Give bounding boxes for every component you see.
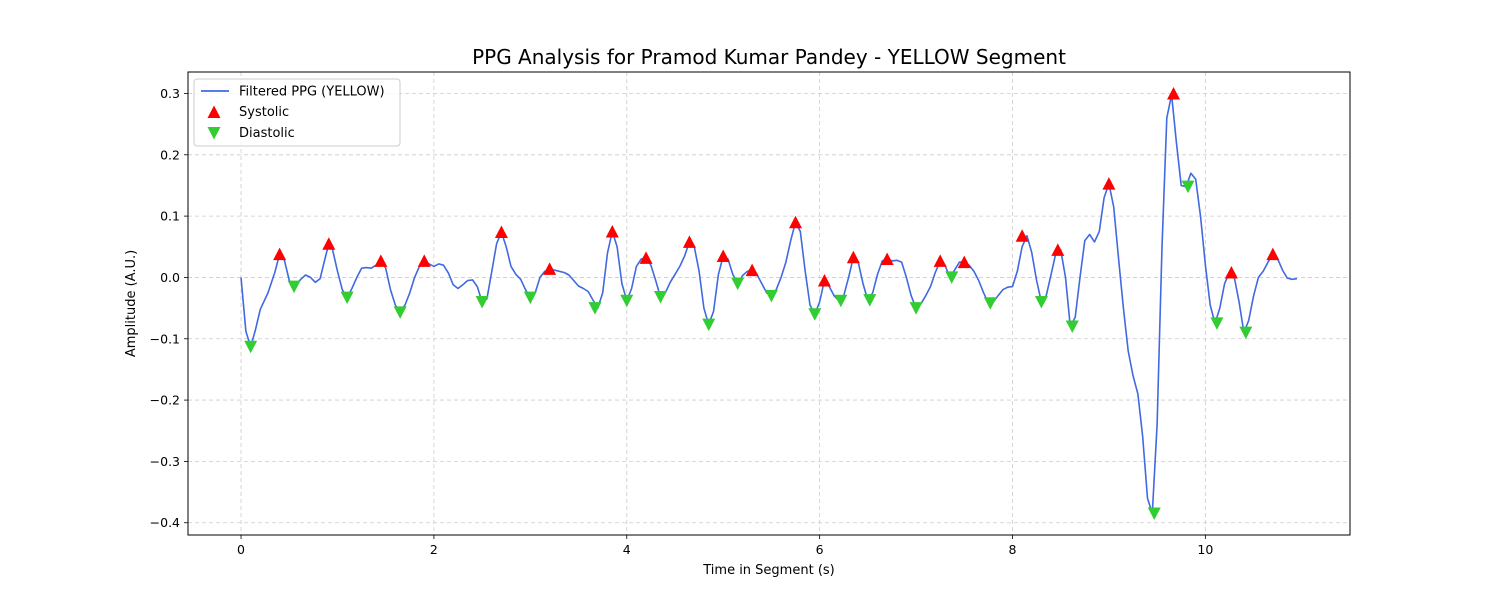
axes-frame	[187, 71, 1351, 536]
legend-label-systolic: Systolic	[239, 105, 289, 120]
systolic-marker	[273, 247, 287, 261]
diastolic-marker	[1210, 317, 1224, 330]
x-tick-label: 8	[1009, 542, 1017, 557]
systolic-marker	[1015, 229, 1029, 242]
diastolic-marker	[1147, 507, 1161, 521]
y-tick-label: −0.2	[150, 393, 180, 408]
diastolic-marker	[731, 277, 745, 291]
y-tick-label: −0.4	[150, 515, 180, 530]
diastolic-marker	[983, 297, 997, 310]
x-tick-label: 0	[237, 542, 245, 557]
systolic-marker	[322, 237, 336, 250]
diastolic-marker	[945, 271, 959, 284]
x-tick-label: 2	[430, 542, 438, 557]
x-axis-ticks: 0 2 4 6 8 10	[237, 535, 1213, 557]
diastolic-marker	[808, 308, 822, 321]
grid	[188, 72, 1350, 535]
systolic-marker	[716, 249, 730, 262]
x-tick-label: 10	[1197, 542, 1213, 557]
y-tick-label: 0.3	[160, 86, 180, 101]
y-tick-label: −0.1	[150, 331, 180, 346]
diastolic-marker	[1239, 326, 1253, 340]
diastolic-marker	[523, 291, 537, 305]
diastolic-marker	[588, 302, 602, 315]
plot-area	[240, 86, 1298, 521]
y-axis-ticks: −0.4 −0.3 −0.2 −0.1 0.0 0.1 0.2 0.3	[150, 86, 188, 530]
diastolic-marker	[1065, 320, 1079, 333]
diastolic-marker	[393, 306, 407, 319]
diastolic-marker	[654, 291, 668, 304]
diastolic-marker	[340, 291, 354, 305]
legend-label-filtered: Filtered PPG (YELLOW)	[239, 85, 385, 100]
systolic-marker	[846, 250, 860, 264]
systolic-marker	[494, 225, 508, 239]
diastolic-marker	[863, 294, 877, 307]
diastolic-marker	[287, 280, 301, 294]
systolic-marker	[880, 252, 894, 266]
diastolic-marker	[620, 294, 634, 308]
systolic-marker	[1266, 247, 1280, 261]
systolic-marker	[745, 263, 759, 277]
legend-label-diastolic: Diastolic	[239, 126, 295, 141]
y-tick-label: 0.0	[160, 270, 180, 285]
diastolic-marker	[834, 294, 848, 308]
legend-systolic-marker	[207, 105, 221, 118]
diastolic-marker	[702, 318, 716, 332]
systolic-marker	[417, 254, 431, 267]
x-axis-label: Time in Segment (s)	[702, 563, 834, 578]
systolic-marker	[682, 235, 696, 248]
diastolic-marker	[244, 340, 258, 354]
systolic-marker	[817, 274, 831, 287]
y-tick-label: 0.2	[160, 147, 180, 162]
legend-box	[193, 78, 401, 147]
y-tick-label: 0.1	[160, 209, 180, 224]
systolic-marker	[543, 262, 557, 275]
systolic-marker	[789, 215, 803, 229]
systolic-marker	[374, 254, 388, 267]
diastolic-marker	[1181, 180, 1195, 194]
systolic-marker	[1102, 177, 1116, 190]
legend-diastolic-marker	[207, 127, 221, 140]
diastolic-marker	[475, 295, 489, 309]
y-tick-label: −0.3	[150, 454, 180, 469]
systolic-marker	[957, 255, 971, 269]
systolic-marker	[1167, 86, 1181, 100]
diastolic-marker	[909, 302, 923, 315]
systolic-marker	[1051, 243, 1065, 256]
systolic-marker	[933, 254, 947, 267]
legend: Filtered PPG (YELLOW) Systolic Diastolic	[193, 78, 401, 147]
x-tick-label: 6	[816, 542, 824, 557]
diastolic-marker	[764, 289, 778, 303]
chart-title: PPG Analysis for Pramod Kumar Pandey - Y…	[472, 45, 1066, 69]
systolic-marker	[1224, 266, 1238, 279]
systolic-marker	[639, 251, 653, 264]
systolic-marker	[605, 224, 619, 238]
y-axis-label: Amplitude (A.U.)	[124, 250, 139, 357]
x-tick-label: 4	[623, 542, 631, 557]
diastolic-marker	[1034, 295, 1048, 309]
